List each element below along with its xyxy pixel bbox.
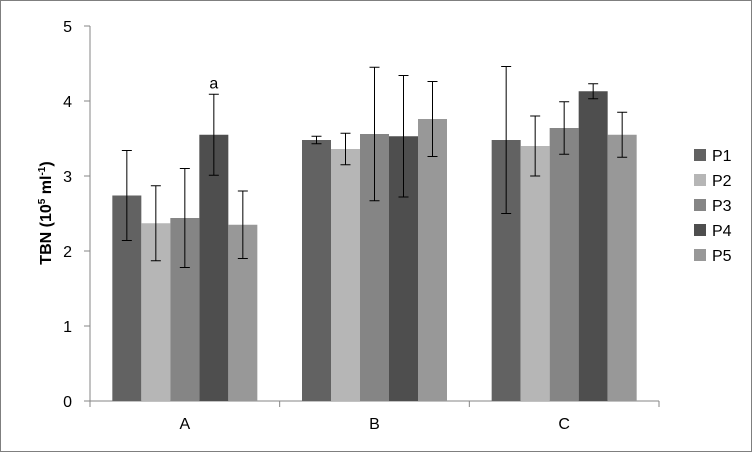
bar bbox=[607, 134, 637, 401]
y-axis-label-sup2: -1 bbox=[37, 166, 48, 175]
bar bbox=[418, 119, 447, 401]
bar bbox=[302, 140, 331, 401]
bar-annotation: a bbox=[209, 75, 218, 92]
legend-swatch bbox=[694, 224, 706, 236]
legend-label: P4 bbox=[712, 223, 732, 240]
legend: P1 P2 P3 P4 P5 bbox=[694, 148, 732, 265]
y-axis-label: TBN (105 ml-1) bbox=[37, 161, 55, 264]
x-tick-label: B bbox=[369, 416, 380, 433]
bar bbox=[549, 128, 579, 401]
x-tick-label: A bbox=[179, 416, 190, 433]
legend-swatch bbox=[694, 149, 706, 161]
y-tick-label: 4 bbox=[63, 94, 72, 111]
y-axis-label-mid: ml bbox=[38, 176, 55, 199]
y-axis-label-sup1: 5 bbox=[37, 198, 48, 204]
bar bbox=[578, 91, 608, 401]
legend-label: P1 bbox=[712, 148, 732, 165]
y-axis-label-main: TBN (10 bbox=[38, 204, 55, 265]
error-bars bbox=[121, 66, 628, 268]
y-axis-label-end: ) bbox=[38, 161, 55, 166]
bar bbox=[331, 149, 360, 401]
y-tick-label: 5 bbox=[63, 19, 72, 36]
x-tick-label: C bbox=[558, 416, 570, 433]
bar bbox=[520, 146, 550, 401]
legend-label: P2 bbox=[712, 173, 732, 190]
y-tick-label: 3 bbox=[63, 169, 72, 186]
y-tick-label: 0 bbox=[63, 394, 72, 411]
y-tick-label: 1 bbox=[63, 319, 72, 336]
bars bbox=[112, 91, 637, 401]
y-tick-label: 2 bbox=[63, 244, 72, 261]
labels: a bbox=[209, 75, 218, 92]
legend-swatch bbox=[694, 174, 706, 186]
bar bbox=[199, 134, 229, 401]
legend-label: P5 bbox=[712, 248, 732, 265]
legend-label: P3 bbox=[712, 198, 732, 215]
legend-swatch bbox=[694, 199, 706, 211]
legend-swatch bbox=[694, 249, 706, 261]
